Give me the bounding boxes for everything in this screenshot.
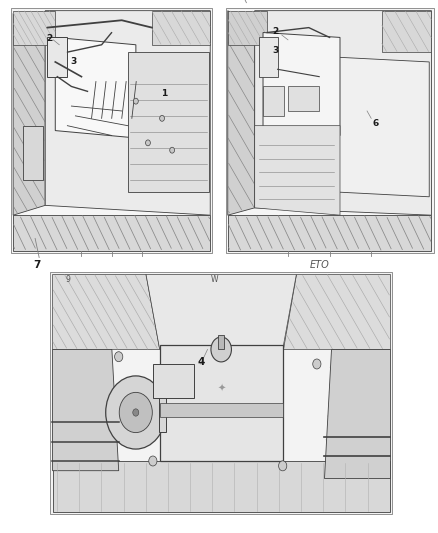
Text: W: W xyxy=(211,276,218,284)
Bar xyxy=(160,345,283,461)
Polygon shape xyxy=(13,13,45,215)
Circle shape xyxy=(115,352,123,362)
Circle shape xyxy=(170,147,175,153)
Circle shape xyxy=(133,409,139,416)
Bar xyxy=(53,461,390,512)
Polygon shape xyxy=(23,126,43,180)
Polygon shape xyxy=(153,364,194,398)
Bar xyxy=(160,403,283,417)
Bar xyxy=(226,8,434,253)
Polygon shape xyxy=(159,393,166,432)
Polygon shape xyxy=(45,11,210,215)
Text: ✦: ✦ xyxy=(217,383,225,393)
Polygon shape xyxy=(13,215,210,251)
Polygon shape xyxy=(152,11,210,45)
Polygon shape xyxy=(146,274,297,350)
Text: 1: 1 xyxy=(161,90,167,98)
Bar xyxy=(219,335,224,350)
Text: 6: 6 xyxy=(372,119,378,128)
Text: 3: 3 xyxy=(70,58,77,67)
Text: ETO: ETO xyxy=(309,260,329,270)
Polygon shape xyxy=(128,52,209,192)
Text: 2: 2 xyxy=(46,34,53,43)
Circle shape xyxy=(119,392,152,433)
Polygon shape xyxy=(47,37,67,77)
Polygon shape xyxy=(324,350,390,478)
Polygon shape xyxy=(55,37,136,138)
Circle shape xyxy=(211,337,231,362)
Polygon shape xyxy=(283,274,390,350)
Polygon shape xyxy=(53,274,160,350)
Text: 9: 9 xyxy=(65,276,70,284)
Circle shape xyxy=(145,140,150,146)
Polygon shape xyxy=(334,57,429,197)
Circle shape xyxy=(279,461,287,471)
Text: 7: 7 xyxy=(33,260,41,270)
Polygon shape xyxy=(228,11,267,45)
Polygon shape xyxy=(53,350,119,471)
Polygon shape xyxy=(228,215,431,251)
Circle shape xyxy=(149,456,157,466)
Polygon shape xyxy=(228,11,255,215)
Polygon shape xyxy=(13,11,55,45)
Text: 3: 3 xyxy=(272,46,279,55)
Polygon shape xyxy=(263,33,340,135)
Circle shape xyxy=(134,98,138,104)
Polygon shape xyxy=(255,11,431,215)
Polygon shape xyxy=(381,11,431,52)
Bar xyxy=(263,86,284,116)
Bar xyxy=(11,8,212,253)
Polygon shape xyxy=(255,126,340,215)
Circle shape xyxy=(106,376,166,449)
Bar xyxy=(50,272,392,514)
Circle shape xyxy=(159,115,165,122)
Text: 4: 4 xyxy=(197,357,205,367)
Bar xyxy=(288,86,319,111)
Text: 2: 2 xyxy=(272,27,279,36)
Polygon shape xyxy=(259,37,278,77)
Circle shape xyxy=(313,359,321,369)
